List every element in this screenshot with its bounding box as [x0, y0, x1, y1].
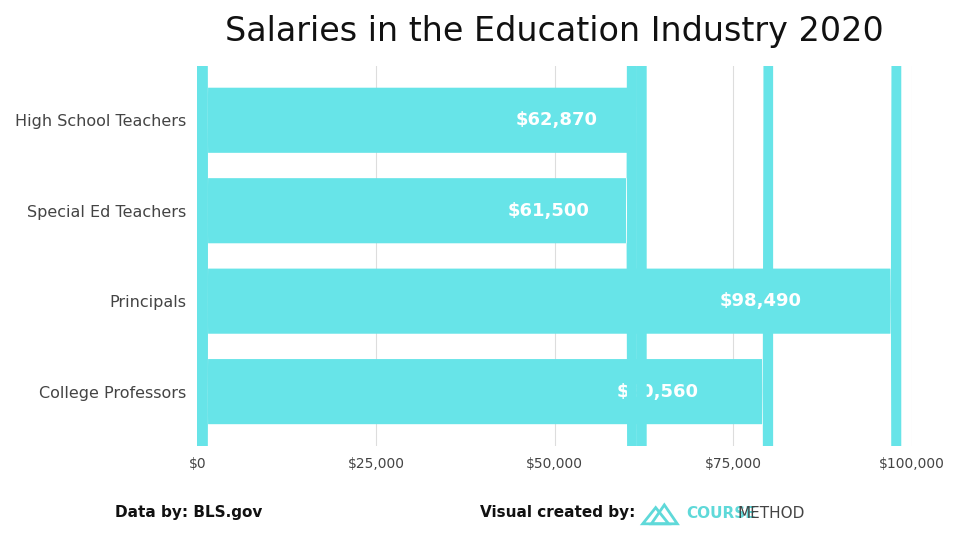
Text: Visual created by:: Visual created by:: [480, 505, 636, 521]
FancyBboxPatch shape: [198, 0, 901, 540]
Text: Data by: BLS.gov: Data by: BLS.gov: [115, 505, 263, 521]
Text: $98,490: $98,490: [719, 292, 802, 310]
Title: Salaries in the Education Industry 2020: Salaries in the Education Industry 2020: [226, 15, 884, 48]
FancyBboxPatch shape: [198, 0, 636, 540]
Text: METHOD: METHOD: [737, 505, 804, 521]
FancyBboxPatch shape: [198, 0, 773, 540]
Text: $80,560: $80,560: [617, 383, 699, 401]
Text: $62,870: $62,870: [516, 111, 598, 129]
Text: COURSE: COURSE: [686, 505, 756, 521]
Text: $61,500: $61,500: [508, 202, 590, 220]
FancyBboxPatch shape: [198, 0, 647, 540]
